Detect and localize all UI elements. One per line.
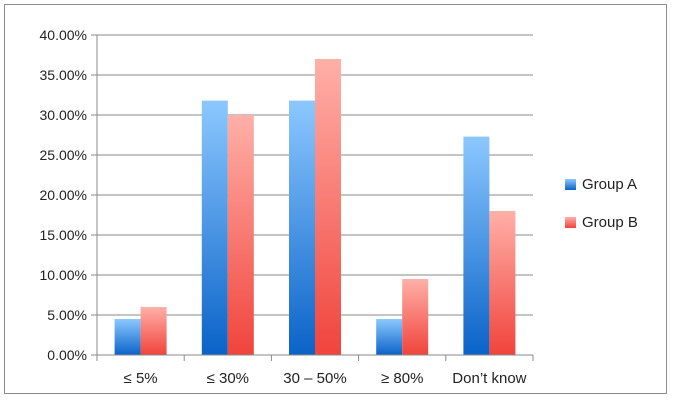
- bar-group-a: [463, 136, 490, 355]
- x-axis: ≤ 5% ≤ 30% 30 – 50% ≥ 80% Don’t know: [96, 35, 534, 387]
- y-tick-label: 20.00%: [40, 187, 87, 203]
- bar-chart: 0.00% 5.00% 10.00% 15.00% 20.00% 25.00% 30.00%…: [40, 27, 638, 387]
- y-tick-label: 35.00%: [40, 67, 87, 83]
- bar-group-b: [402, 279, 429, 355]
- bars: [114, 59, 516, 355]
- bar-group-b: [315, 59, 341, 355]
- legend-swatch: [565, 217, 576, 228]
- bar-group-a: [114, 319, 141, 355]
- x-tick-label: ≤ 30%: [207, 370, 249, 387]
- x-tick-label: ≤ 5%: [124, 370, 158, 387]
- bar-group-b: [227, 115, 254, 355]
- legend-swatch: [565, 179, 576, 190]
- y-axis-ticks: 0.00% 5.00% 10.00% 15.00% 20.00% 25.00% 30.00%…: [40, 27, 97, 363]
- bar-group-b: [489, 211, 516, 355]
- x-tick-label: Don’t know: [452, 370, 526, 387]
- chart-frame: 0.00% 5.00% 10.00% 15.00% 20.00% 25.00% 30.00%…: [4, 4, 667, 394]
- legend-item: Group A: [565, 176, 637, 193]
- y-tick-label: 0.00%: [47, 347, 87, 363]
- x-tick-label: ≥ 80%: [381, 370, 423, 387]
- y-tick-label: 10.00%: [40, 267, 87, 283]
- y-tick-label: 30.00%: [40, 107, 87, 123]
- legend-label: Group A: [582, 176, 637, 193]
- legend-item: Group B: [565, 214, 638, 231]
- y-tick-label: 15.00%: [40, 227, 87, 243]
- y-tick-label: 25.00%: [40, 147, 87, 163]
- legend-label: Group B: [582, 214, 638, 231]
- y-tick-label: 40.00%: [40, 27, 87, 43]
- bar-group-b: [140, 307, 167, 355]
- x-tick-label: 30 – 50%: [283, 370, 346, 387]
- y-tick-label: 5.00%: [47, 307, 87, 323]
- legend: Group A Group B: [565, 176, 638, 231]
- bar-group-a: [201, 100, 228, 355]
- bar-group-a: [376, 319, 403, 355]
- bar-group-a: [289, 100, 315, 355]
